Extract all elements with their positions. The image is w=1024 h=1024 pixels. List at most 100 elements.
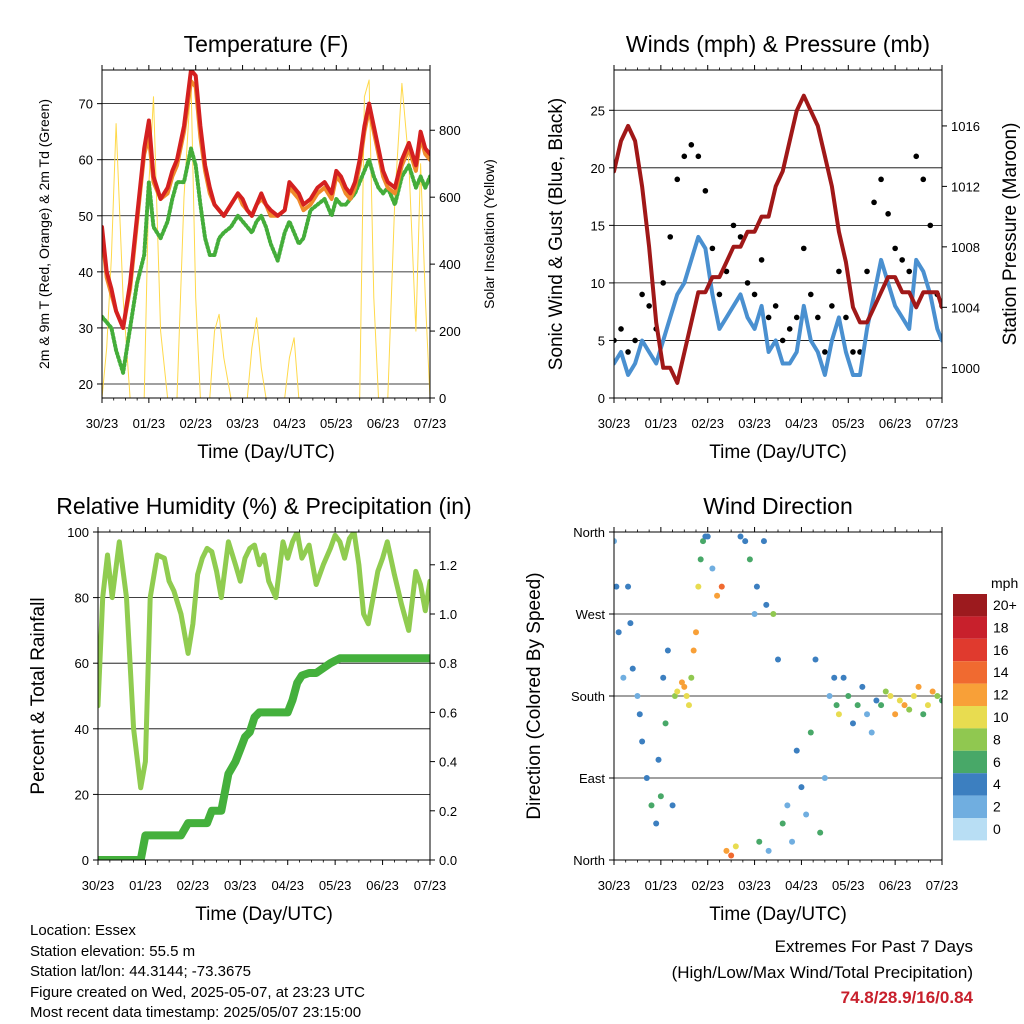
direction-point bbox=[859, 683, 866, 690]
x-tick-label: 03/23 bbox=[738, 878, 771, 893]
direction-point bbox=[695, 583, 702, 590]
direction-point bbox=[775, 656, 781, 663]
direction-point bbox=[697, 556, 704, 563]
direction-point bbox=[643, 775, 650, 781]
direction-point bbox=[742, 538, 749, 545]
direction-point bbox=[770, 611, 777, 617]
y2-tick-label: 1008 bbox=[951, 240, 980, 255]
gust-point bbox=[871, 199, 877, 206]
station-elevation: Station elevation: 55.5 m bbox=[30, 942, 196, 960]
rainfall-series-line bbox=[98, 654, 430, 860]
y2-tick-label: 1016 bbox=[951, 119, 980, 134]
extremes-heading: Extremes For Past 7 Days bbox=[774, 937, 973, 956]
x-tick-label: 05/23 bbox=[319, 878, 352, 893]
chart-title: Temperature (F) bbox=[184, 31, 349, 57]
colorbar-label: 20+ bbox=[993, 597, 1017, 613]
gust-point bbox=[737, 234, 744, 240]
colorbar-label: 12 bbox=[993, 687, 1009, 703]
x-tick-label: 02/23 bbox=[691, 878, 724, 893]
colorbar-swatch bbox=[953, 661, 987, 684]
colorbar-swatch bbox=[953, 706, 987, 729]
gust-point bbox=[716, 291, 723, 298]
x-tick-label: 06/23 bbox=[366, 878, 399, 893]
direction-point bbox=[765, 847, 772, 854]
x-tick-label: 01/23 bbox=[129, 878, 162, 893]
gust-point bbox=[744, 280, 751, 286]
direction-point bbox=[723, 847, 730, 854]
gust-point bbox=[639, 291, 645, 298]
gust-point bbox=[829, 303, 835, 309]
chart-title: Wind Direction bbox=[703, 493, 853, 519]
direction-point bbox=[683, 693, 690, 699]
direction-point bbox=[690, 647, 697, 654]
x-tick-label: 01/23 bbox=[645, 416, 678, 431]
direction-point bbox=[833, 702, 840, 709]
y-tick-label: 70 bbox=[79, 97, 93, 112]
x-tick-label: 05/23 bbox=[320, 416, 353, 431]
y2-tick-label: 0.8 bbox=[439, 656, 457, 671]
direction-point bbox=[732, 843, 739, 850]
direction-point bbox=[704, 533, 711, 540]
y-tick-label: North bbox=[573, 853, 605, 868]
gust-point bbox=[681, 153, 688, 160]
colorbar-label: 16 bbox=[993, 642, 1009, 658]
x-tick-label: 07/23 bbox=[926, 878, 959, 893]
gust-point bbox=[632, 337, 638, 344]
y-tick-label: 15 bbox=[591, 218, 605, 233]
y2-tick-label: 400 bbox=[439, 257, 461, 272]
y2-tick-label: 1.2 bbox=[439, 558, 457, 573]
direction-point bbox=[807, 729, 814, 736]
direction-point bbox=[779, 820, 786, 827]
speed-colorbar: mph 20+ 18 16 14 12 10 8 6 4 2 0 bbox=[953, 575, 1018, 841]
direction-point bbox=[655, 756, 662, 763]
winds-pressure-panel: 30/23 01/23 02/23 03/23 04/23 05/23 06/23 07/23… bbox=[546, 31, 1021, 463]
direction-point bbox=[896, 697, 903, 704]
direction-point bbox=[615, 629, 622, 636]
gust-point bbox=[864, 268, 870, 275]
y-tick-label: 40 bbox=[75, 722, 89, 737]
direction-point bbox=[826, 693, 833, 699]
colorbar-swatch bbox=[953, 616, 987, 639]
direction-point bbox=[634, 693, 641, 699]
gust-point bbox=[843, 314, 849, 321]
wind-direction-panel: 30/23 01/23 02/23 03/23 04/23 05/23 06/23 07/23… bbox=[524, 493, 958, 925]
direction-point bbox=[756, 838, 763, 845]
colorbar-swatch bbox=[953, 773, 987, 796]
gust-point bbox=[885, 211, 891, 217]
gust-point bbox=[618, 326, 624, 332]
y2-tick-label: 600 bbox=[439, 190, 461, 205]
x-tick-label: 30/23 bbox=[598, 878, 631, 893]
temp2m-series-line bbox=[102, 70, 430, 330]
direction-point bbox=[920, 711, 927, 718]
y-tick-label: 80 bbox=[75, 591, 89, 606]
y-tick-label: 40 bbox=[79, 265, 93, 280]
y-tick-label: 20 bbox=[79, 377, 93, 392]
dewpoint-series-line bbox=[102, 146, 430, 375]
direction-point bbox=[924, 702, 931, 709]
y-tick-label: 50 bbox=[79, 209, 93, 224]
gust-point bbox=[674, 176, 681, 183]
direction-point bbox=[906, 706, 913, 713]
direction-point bbox=[873, 697, 880, 704]
direction-point bbox=[620, 674, 627, 681]
direction-point bbox=[614, 583, 620, 590]
plot-frame bbox=[613, 531, 943, 861]
x-tick-label: 05/23 bbox=[832, 416, 865, 431]
direction-point bbox=[817, 829, 824, 836]
y-tick-label: South bbox=[571, 689, 605, 704]
x-axis-label: Time (Day/UTC) bbox=[709, 442, 847, 463]
direction-point bbox=[864, 711, 871, 718]
direction-point bbox=[674, 688, 681, 695]
plot-area bbox=[98, 532, 430, 860]
direction-point bbox=[660, 674, 667, 681]
y2-tick-label: 0.0 bbox=[439, 853, 457, 868]
direction-point bbox=[688, 674, 695, 681]
gust-point bbox=[667, 234, 674, 240]
colorbar-swatch bbox=[953, 683, 987, 706]
extremes-legend: (High/Low/Max Wind/Total Precipitation) bbox=[671, 962, 973, 982]
x-tick-label: 04/23 bbox=[271, 878, 304, 893]
y-tick-label: 0 bbox=[82, 853, 89, 868]
direction-point bbox=[803, 811, 810, 818]
y-axis-label: Percent & Total Rainfall bbox=[28, 597, 49, 794]
